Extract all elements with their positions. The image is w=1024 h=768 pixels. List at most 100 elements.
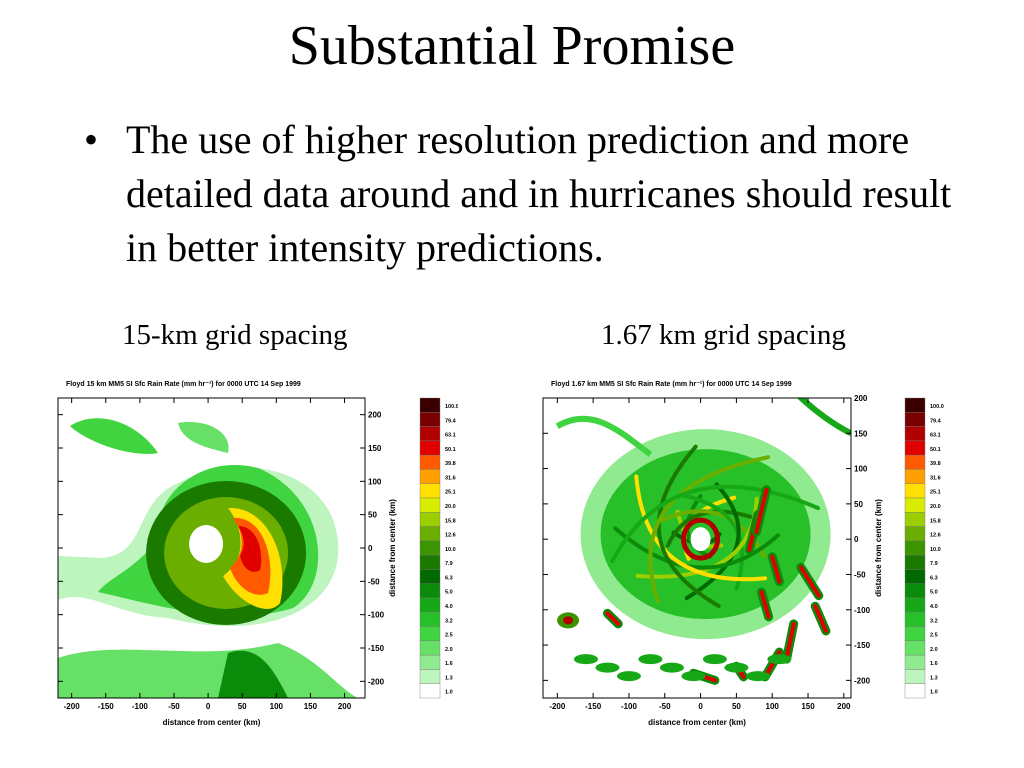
rain-cell-south [616, 671, 641, 682]
heatmap-15km: Floyd 15 km MM5 SI Sfc Rain Rate (mm hr⁻… [57, 381, 459, 727]
rain-field [543, 398, 851, 698]
colorbar-swatch [904, 669, 926, 684]
x-tick-label: -100 [132, 702, 149, 711]
rain-band-south [58, 643, 358, 698]
slide-title: Substantial Promise [288, 15, 736, 77]
colorbar-label: 50.1 [445, 447, 456, 453]
colorbar-swatch [904, 569, 926, 584]
colorbar-swatch [419, 412, 441, 427]
y-tick-label: -200 [368, 677, 385, 686]
y-tick-label: 100 [854, 465, 868, 474]
plot-title: Floyd 15 km MM5 SI Sfc Rain Rate (mm hr⁻… [66, 381, 301, 388]
colorbar-label: 1.0 [930, 690, 938, 696]
rain-patch-nw [70, 418, 158, 454]
rain-cell-south [595, 662, 620, 673]
x-tick-label: -100 [621, 702, 638, 711]
colorbar-label: 12.6 [445, 533, 456, 539]
figure-15km: Floyd 15 km MM5 SI Sfc Rain Rate (mm hr⁻… [48, 372, 459, 737]
colorbar-label: 31.6 [930, 475, 941, 481]
x-tick-label: 200 [837, 702, 851, 711]
colorbar-label: 10.0 [445, 547, 456, 553]
plot-title: Floyd 1.67 km MM5 SI Sfc Rain Rate (mm h… [551, 381, 792, 388]
y-tick-label: 50 [854, 500, 863, 509]
y-tick-label: 0 [854, 535, 859, 544]
rain-streak-core [798, 565, 821, 598]
x-tick-label: 100 [270, 702, 284, 711]
rain-cell-south [767, 654, 792, 665]
y-tick-label: 150 [854, 429, 868, 438]
colorbar-swatch [419, 483, 441, 499]
rain-streak-core [813, 604, 828, 633]
colorbar-label: 2.5 [930, 633, 938, 639]
spiral-band [610, 484, 820, 563]
colorbar-label: 5.0 [445, 590, 453, 596]
colorbar-label: 2.0 [930, 647, 938, 653]
y-tick-label: -150 [854, 641, 871, 650]
x-tick-label: 150 [801, 702, 815, 711]
colorbar-label: 31.6 [445, 475, 456, 481]
spiral-band [685, 494, 713, 559]
y-axis-label: distance from center (km) [388, 499, 397, 597]
colorbar-swatch [419, 569, 441, 584]
colorbar-label: 79.4 [445, 418, 457, 424]
x-tick-label: -200 [64, 702, 81, 711]
colorbar-label: 20.0 [445, 504, 456, 510]
y-tick-label: -150 [368, 644, 385, 653]
x-tick-label: 0 [698, 702, 703, 711]
y-tick-label: 0 [368, 544, 373, 553]
y-tick-label: -100 [854, 606, 871, 615]
colorbar-label: 20.0 [930, 504, 941, 510]
colorbar-swatch [904, 597, 926, 613]
colorbar-label: 63.1 [930, 433, 941, 439]
x-tick-label: 200 [338, 702, 352, 711]
y-tick-label: 200 [368, 411, 382, 420]
x-tick-label: -50 [168, 702, 180, 711]
rain-patch-north [178, 422, 229, 453]
rain-cell-south [724, 662, 749, 673]
colorbar-swatch [904, 683, 926, 699]
colorbar-swatch [904, 497, 926, 513]
spiral-band [677, 492, 745, 591]
spiral-band [648, 455, 771, 603]
colorbar-label: 1.6 [930, 661, 938, 667]
colorbar-swatch [419, 526, 441, 542]
colorbar-label: 15.8 [445, 518, 456, 524]
colorbar-swatch [419, 597, 441, 613]
colorbar-swatch [419, 426, 441, 442]
panel-caption-1-67km: 1.67 km grid spacing [601, 319, 846, 351]
y-tick-label: -50 [854, 570, 866, 579]
colorbar-label: 50.1 [930, 447, 941, 453]
rain-cell-south [745, 671, 770, 682]
colorbar-label: 3.2 [445, 618, 453, 624]
rain-cell-south [638, 654, 663, 665]
colorbar-label: 6.3 [445, 575, 453, 581]
panel-caption-15km: 15-km grid spacing [122, 319, 348, 351]
colorbar-swatch [904, 626, 926, 642]
colorbar-label: 3.2 [930, 618, 938, 624]
figure-1-67km: Floyd 1.67 km MM5 SI Sfc Rain Rate (mm h… [533, 372, 958, 737]
colorbar-swatch [904, 640, 926, 656]
spiral-band [656, 444, 721, 608]
y-axis-label: distance from center (km) [874, 499, 883, 597]
x-axis-label: distance from center (km) [648, 718, 746, 727]
spiral-band [634, 474, 768, 582]
colorbar-swatch [904, 512, 926, 527]
colorbar-swatch [904, 469, 926, 484]
rain-field [58, 398, 365, 698]
colorbar-swatch [419, 454, 441, 470]
colorbar-swatch [419, 669, 441, 684]
rain-cell-south [573, 654, 598, 665]
colorbar-swatch [419, 440, 441, 456]
eyewall [681, 517, 721, 561]
rain-band-south-core [218, 650, 288, 698]
colorbar-label: 2.0 [445, 647, 453, 653]
colorbar-swatch [904, 454, 926, 470]
colorbar-swatch [419, 683, 441, 699]
colorbar-label: 1.3 [445, 675, 453, 681]
x-tick-label: -150 [585, 702, 602, 711]
colorbar-swatch [904, 526, 926, 542]
rain-streak-core [770, 554, 782, 584]
colorbar-label: 1.0 [445, 690, 453, 696]
x-tick-label: 50 [732, 702, 741, 711]
colorbar-swatch [904, 412, 926, 427]
